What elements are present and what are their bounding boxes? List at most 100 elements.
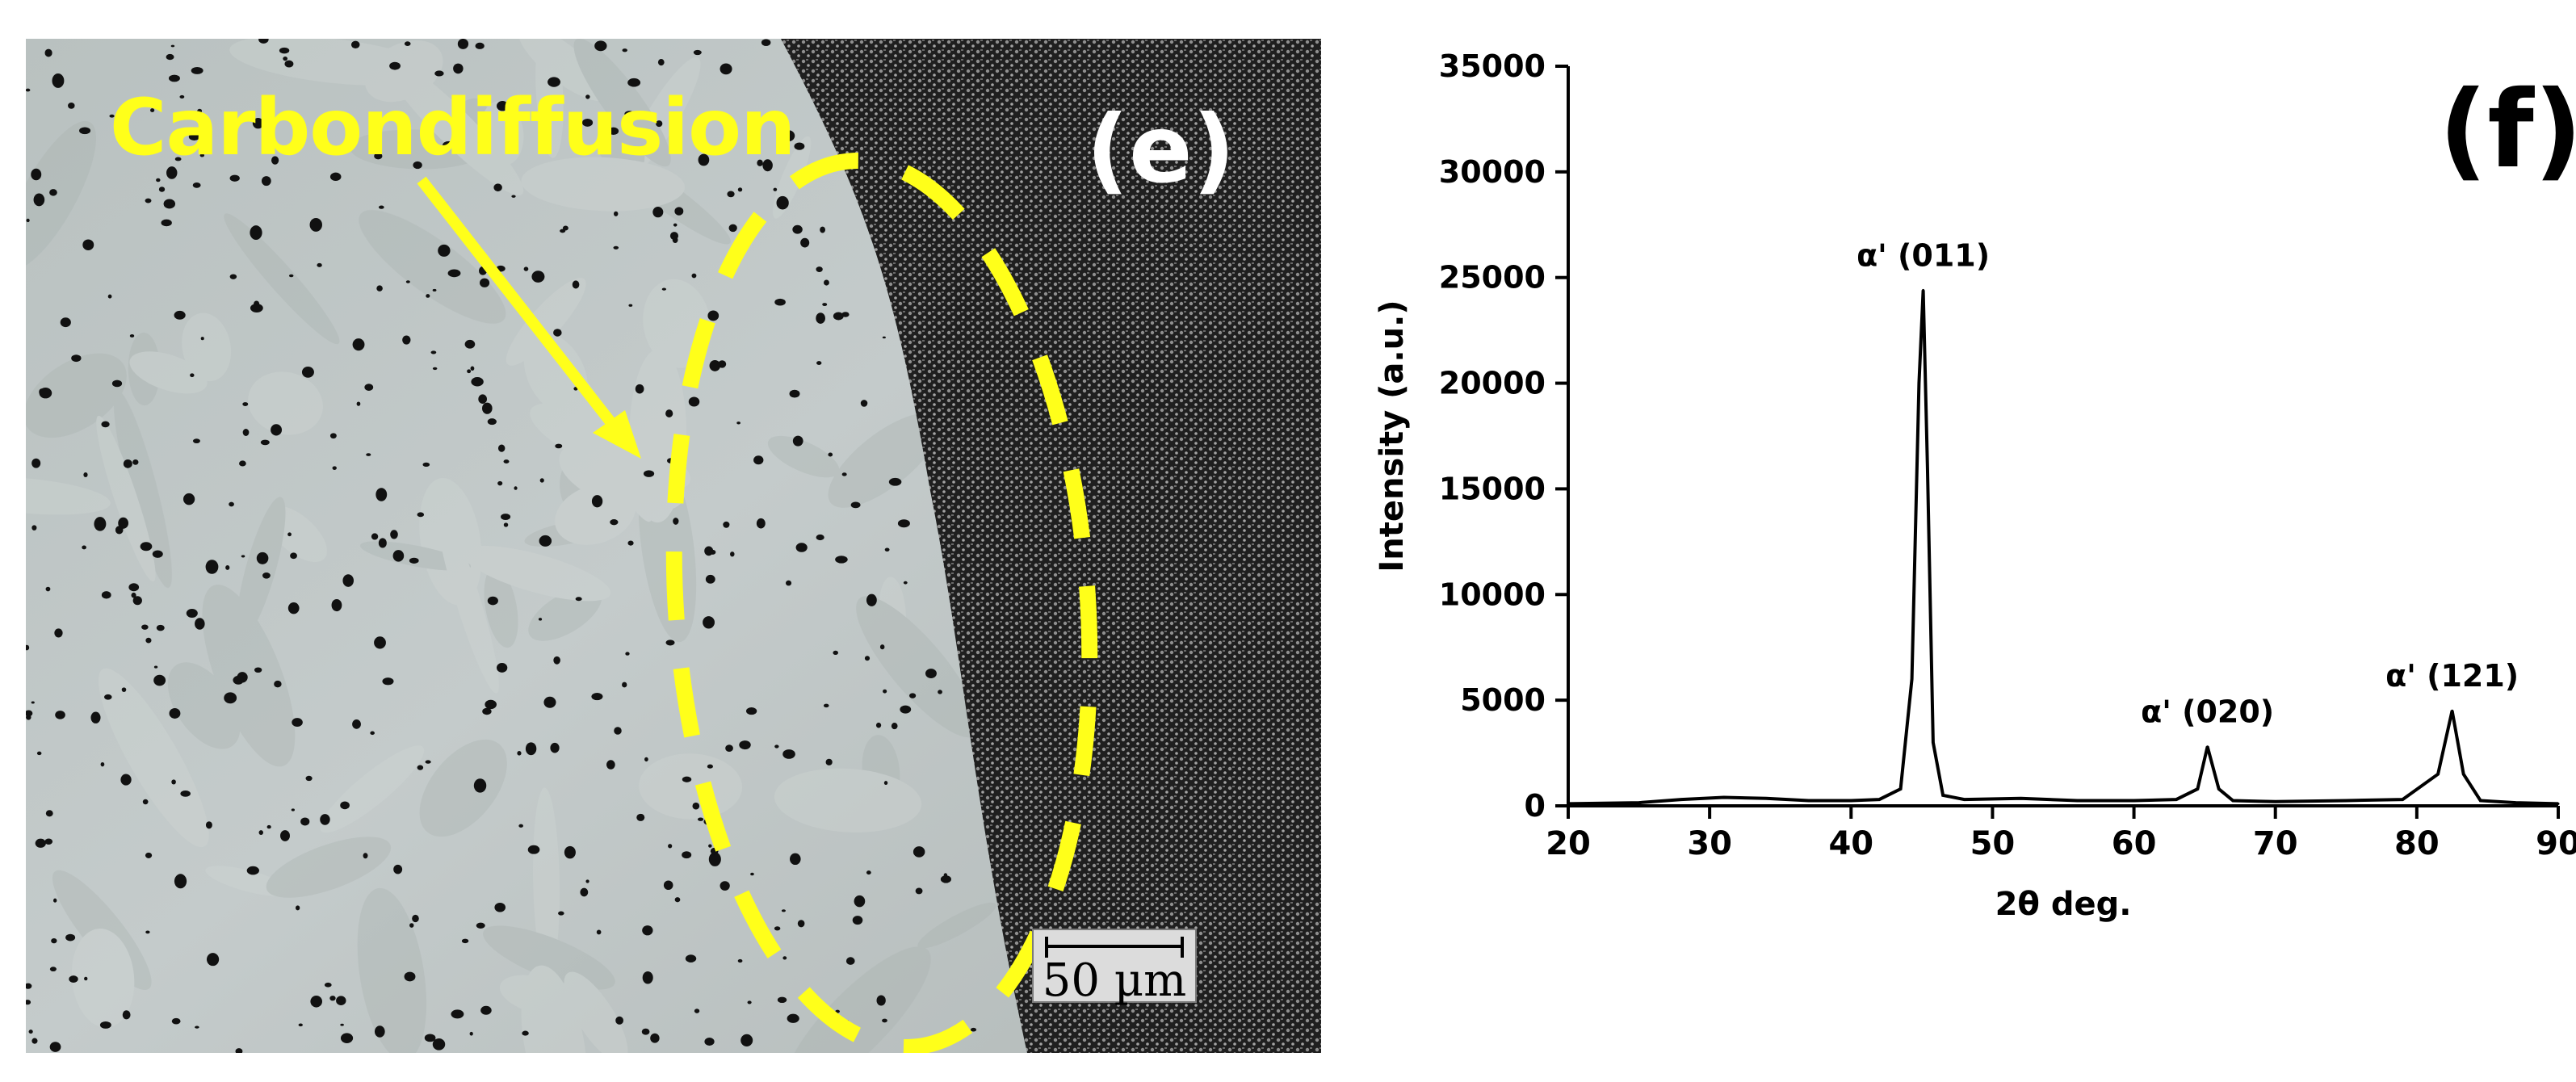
pore	[883, 781, 888, 786]
pore	[374, 152, 383, 160]
pore	[624, 111, 635, 118]
grain-texture	[350, 129, 485, 170]
pore	[123, 459, 132, 468]
pore	[694, 1009, 700, 1013]
pore	[31, 458, 41, 468]
pore	[296, 905, 300, 911]
pore	[509, 102, 516, 109]
pore	[166, 53, 174, 61]
pore	[31, 701, 35, 704]
pore	[518, 824, 523, 828]
data-point	[2557, 802, 2560, 805]
grain-texture	[518, 39, 609, 102]
pore	[591, 693, 603, 701]
pore	[340, 1033, 354, 1043]
pore	[366, 453, 371, 456]
grain-texture	[229, 39, 433, 86]
pore	[473, 778, 487, 793]
pore	[913, 846, 925, 858]
pore	[539, 478, 544, 483]
pore	[374, 636, 386, 649]
data-point	[2196, 787, 2199, 791]
pore	[643, 470, 655, 477]
data-point	[1764, 797, 1768, 800]
pore	[356, 401, 361, 406]
pore	[897, 519, 910, 528]
pore	[909, 693, 917, 698]
peak-annotation: α' (121)	[2385, 658, 2519, 694]
pore	[943, 873, 948, 878]
pore	[480, 1005, 492, 1015]
grain-texture	[521, 965, 587, 1053]
scale-bar-label: 50 µm	[1042, 954, 1187, 1007]
pore	[833, 312, 844, 321]
pore	[266, 824, 271, 829]
pore	[697, 817, 704, 821]
pore	[424, 1034, 436, 1042]
pore	[31, 525, 37, 531]
pore	[737, 187, 743, 192]
pore	[668, 844, 673, 849]
pore	[644, 757, 648, 762]
grain-texture	[499, 975, 576, 1016]
pore	[39, 388, 52, 399]
pore	[850, 501, 861, 509]
grain-texture	[560, 447, 627, 525]
pore	[131, 592, 136, 598]
pore	[224, 692, 237, 704]
pore	[792, 435, 803, 447]
pore	[235, 1048, 243, 1053]
pore	[580, 887, 589, 897]
pore	[615, 1016, 623, 1025]
pore	[828, 452, 833, 457]
pore	[375, 488, 388, 501]
pore	[274, 680, 282, 688]
pore	[229, 501, 234, 507]
pore	[691, 273, 697, 279]
pore	[200, 337, 204, 341]
x-tick-label: 30	[1687, 825, 1732, 862]
pore	[65, 933, 76, 942]
pore	[145, 930, 150, 934]
pore	[432, 367, 438, 371]
grain-texture	[559, 440, 686, 513]
pore	[756, 518, 766, 529]
grain-texture	[248, 371, 323, 435]
pore	[797, 920, 805, 928]
xrd-chart: 0 5000 10000 15000 20000 25000 30000 35000 20 30…	[1374, 48, 2576, 923]
pore	[195, 618, 205, 630]
pore	[271, 156, 279, 165]
pore	[782, 130, 795, 141]
pore	[613, 211, 619, 216]
pore	[329, 172, 342, 182]
pore	[122, 1010, 131, 1020]
pore	[553, 656, 560, 665]
pore	[656, 120, 663, 128]
pore	[79, 127, 91, 135]
data-point	[2133, 799, 2136, 802]
pore	[422, 462, 430, 468]
x-tick-label: 50	[1970, 825, 2016, 862]
pore	[166, 166, 178, 179]
pore	[284, 60, 294, 68]
pore	[121, 687, 127, 692]
pore	[879, 644, 885, 650]
grain-texture	[26, 120, 97, 270]
pore	[158, 187, 166, 192]
pore	[192, 438, 200, 444]
data-point	[1567, 802, 1570, 805]
grain-texture	[521, 157, 686, 212]
pore	[606, 760, 615, 770]
pore	[707, 310, 720, 321]
pore	[129, 334, 135, 338]
pore	[287, 532, 292, 537]
grain-texture	[236, 497, 286, 640]
pore	[562, 225, 568, 231]
grain-texture	[480, 101, 524, 166]
pore	[111, 380, 123, 388]
pore	[191, 66, 203, 74]
pore	[525, 742, 537, 756]
pore	[324, 982, 332, 988]
pore	[704, 1038, 715, 1046]
grain-texture	[266, 837, 392, 898]
